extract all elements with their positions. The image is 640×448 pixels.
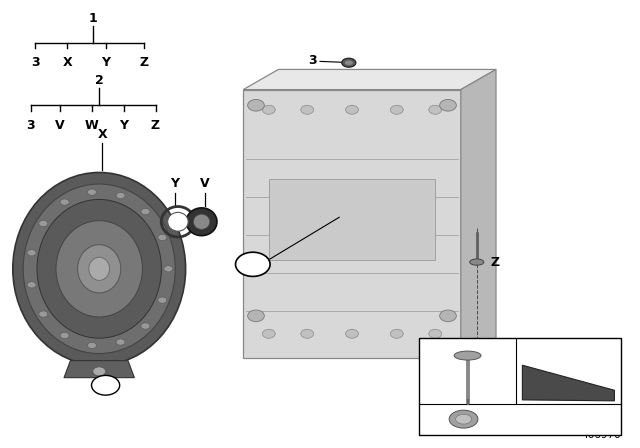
Ellipse shape	[56, 220, 143, 317]
Ellipse shape	[168, 212, 188, 231]
Text: W: W	[461, 342, 474, 352]
Circle shape	[158, 297, 167, 303]
Circle shape	[429, 105, 442, 114]
Circle shape	[93, 367, 106, 376]
Circle shape	[262, 105, 275, 114]
Ellipse shape	[344, 60, 353, 65]
Polygon shape	[522, 365, 614, 401]
Text: Y: Y	[119, 119, 128, 132]
Text: X: X	[62, 56, 72, 69]
Circle shape	[301, 329, 314, 338]
Text: 3: 3	[308, 54, 317, 67]
Text: V: V	[54, 119, 65, 132]
Circle shape	[390, 329, 403, 338]
Polygon shape	[461, 69, 496, 358]
Text: 4: 4	[429, 414, 437, 424]
Ellipse shape	[23, 184, 175, 353]
Text: 3: 3	[31, 56, 40, 69]
Circle shape	[39, 311, 48, 317]
Circle shape	[248, 99, 264, 111]
Ellipse shape	[449, 410, 478, 428]
Ellipse shape	[77, 245, 121, 293]
Ellipse shape	[470, 259, 484, 265]
Circle shape	[27, 282, 36, 288]
Text: 2: 2	[95, 74, 104, 87]
Ellipse shape	[193, 214, 210, 229]
Circle shape	[236, 252, 270, 276]
Circle shape	[346, 329, 358, 338]
Circle shape	[440, 99, 456, 111]
Ellipse shape	[342, 58, 356, 67]
Text: W: W	[84, 119, 99, 132]
Circle shape	[141, 323, 150, 329]
Text: Y: Y	[101, 56, 110, 69]
Ellipse shape	[13, 172, 186, 365]
Text: Z: Z	[140, 56, 148, 69]
Circle shape	[262, 329, 275, 338]
Text: W: W	[247, 259, 259, 269]
Circle shape	[429, 329, 442, 338]
Bar	[269, 179, 435, 260]
Text: Z: Z	[151, 119, 160, 132]
Circle shape	[248, 310, 264, 322]
Circle shape	[164, 266, 173, 272]
Text: 3: 3	[26, 119, 35, 132]
Circle shape	[346, 105, 358, 114]
Ellipse shape	[454, 351, 481, 360]
Text: Z: Z	[491, 255, 500, 269]
Text: 4: 4	[102, 380, 109, 390]
Polygon shape	[64, 361, 134, 378]
Ellipse shape	[89, 257, 109, 280]
Circle shape	[116, 339, 125, 345]
Text: X: X	[97, 128, 108, 141]
Text: Y: Y	[170, 177, 179, 190]
Circle shape	[60, 199, 69, 205]
Ellipse shape	[186, 208, 217, 236]
Circle shape	[390, 105, 403, 114]
Circle shape	[39, 220, 48, 227]
Circle shape	[440, 310, 456, 322]
Circle shape	[92, 375, 120, 395]
Circle shape	[141, 208, 150, 215]
Circle shape	[158, 234, 167, 241]
Ellipse shape	[456, 414, 472, 424]
Bar	[243, 90, 461, 358]
Circle shape	[88, 342, 97, 349]
Circle shape	[27, 250, 36, 256]
Text: 466970: 466970	[581, 430, 621, 440]
Ellipse shape	[37, 199, 161, 338]
Circle shape	[60, 332, 69, 339]
Text: V: V	[200, 177, 210, 190]
Polygon shape	[243, 69, 496, 90]
Circle shape	[301, 105, 314, 114]
Circle shape	[116, 192, 125, 198]
Text: 1: 1	[88, 12, 97, 25]
Circle shape	[88, 189, 97, 195]
Bar	[419, 338, 621, 435]
